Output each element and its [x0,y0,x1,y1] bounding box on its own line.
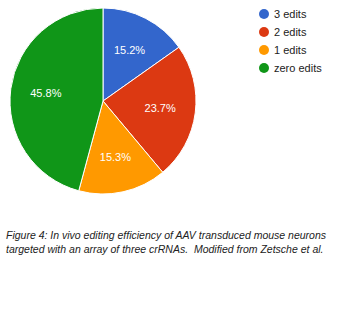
legend-label: 1 edits [274,44,307,56]
legend: 3 edits 2 edits 1 edits zero edits [259,8,322,74]
legend-label: zero edits [274,62,322,74]
caption: Figure 4: In vivo editing efficiency of … [6,228,342,256]
legend-swatch [259,9,269,19]
legend-label: 2 edits [274,26,307,38]
slice [10,8,103,191]
slices [10,8,196,194]
legend-swatch [259,27,269,37]
data-label: 15.3% [100,151,131,163]
data-label: 45.8% [30,87,61,99]
legend-swatch [259,45,269,55]
data-label: 23.7% [145,102,176,114]
legend-swatch [259,63,269,73]
page: {"chart_data": {"type": "pie", "categori… [0,0,350,309]
legend-label: 3 edits [274,8,307,20]
data-labels: 15.2% 23.7% 15.3% 45.8% [30,44,176,164]
chart: 15.2% 23.7% 15.3% 45.8% 3 edits 2 edits 1 edit… [0,0,350,230]
data-label: 15.2% [114,44,145,56]
